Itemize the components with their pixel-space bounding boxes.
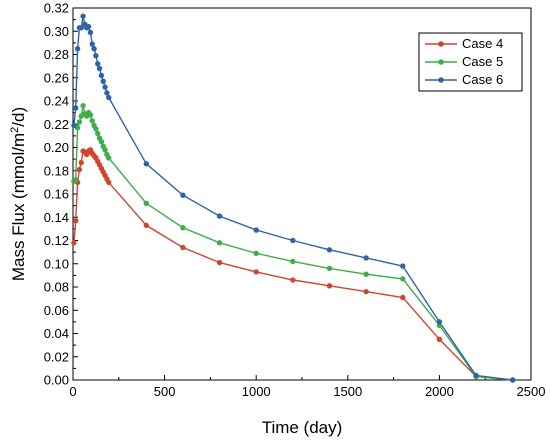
y-tick-label: 0.16 xyxy=(44,187,69,202)
data-point-case-6 xyxy=(93,52,99,59)
data-point-case-4 xyxy=(180,244,186,251)
x-tick-label: 0 xyxy=(69,384,76,399)
data-point-case-5 xyxy=(76,119,83,125)
series-points xyxy=(71,13,516,383)
legend-label-case-6: Case 6 xyxy=(462,72,503,87)
data-point-case-5 xyxy=(98,138,105,145)
data-point-case-6 xyxy=(71,122,77,129)
y-tick-label: 0.30 xyxy=(44,24,69,39)
y-tick-label: 0.22 xyxy=(44,117,69,132)
y-tick-label: 0.26 xyxy=(44,70,69,85)
data-point-case-6 xyxy=(74,45,81,52)
y-axis-title-end: /d) xyxy=(9,107,28,127)
y-tick-label: 0.24 xyxy=(44,94,69,109)
y-tick-label: 0.08 xyxy=(44,280,69,295)
data-point-case-5 xyxy=(80,102,86,109)
axis-ticks: 0 500 1000 1500 2000 2500 0.00 0.02 0.04 0.06 0.08… xyxy=(44,1,546,400)
data-point-case-5 xyxy=(95,130,101,137)
data-point-case-4 xyxy=(73,218,79,224)
data-point-case-5 xyxy=(89,118,95,124)
data-point-case-6 xyxy=(100,78,106,84)
data-point-case-6 xyxy=(89,41,95,47)
y-axis-title-sup: 2 xyxy=(9,127,21,133)
data-point-case-6 xyxy=(85,23,92,30)
data-point-case-4 xyxy=(290,277,296,283)
data-point-case-4 xyxy=(143,222,149,229)
data-point-case-6 xyxy=(436,319,443,325)
legend-label-case-4: Case 4 xyxy=(462,36,503,51)
data-point-case-4 xyxy=(326,283,333,289)
data-point-case-6 xyxy=(78,25,84,31)
data-point-case-5 xyxy=(326,265,333,272)
data-point-case-6 xyxy=(87,29,94,36)
y-tick-label: 0.12 xyxy=(44,233,69,248)
data-point-case-6 xyxy=(96,65,103,72)
data-point-case-6 xyxy=(80,13,86,19)
y-tick-label: 0.04 xyxy=(44,326,69,341)
y-tick-label: 0.32 xyxy=(44,1,69,16)
legend: Case 4 Case 5 Case 6 xyxy=(418,32,523,92)
data-point-case-4 xyxy=(71,240,77,246)
x-tick-label: 1000 xyxy=(242,384,271,399)
data-point-case-6 xyxy=(509,377,516,383)
data-point-case-6 xyxy=(143,161,149,167)
data-point-case-6 xyxy=(91,45,97,52)
data-point-case-6 xyxy=(73,105,79,111)
data-point-case-5 xyxy=(73,177,79,183)
y-axis-title-main: Mass Flux (mmol/m xyxy=(9,133,28,281)
data-point-case-5 xyxy=(363,271,369,277)
data-point-case-4 xyxy=(76,166,83,173)
y-tick-label: 0.00 xyxy=(44,373,69,388)
y-axis-title: Mass Flux (mmol/m2/d) xyxy=(9,107,28,281)
data-point-case-6 xyxy=(180,192,186,198)
x-tick-label: 2000 xyxy=(425,384,454,399)
y-tick-label: 0.28 xyxy=(44,47,69,62)
data-point-case-4 xyxy=(436,336,443,343)
data-point-case-5 xyxy=(253,250,259,256)
x-tick-label: 1500 xyxy=(333,384,362,399)
data-point-case-5 xyxy=(106,155,112,161)
legend-marker-case-6 xyxy=(438,77,444,83)
data-point-case-4 xyxy=(106,179,112,186)
data-point-case-6 xyxy=(473,372,479,379)
data-point-case-4 xyxy=(400,294,406,301)
data-point-case-5 xyxy=(102,147,108,153)
data-point-case-5 xyxy=(216,240,223,246)
data-point-case-6 xyxy=(95,61,101,67)
x-axis-title: Time (day) xyxy=(262,418,343,437)
x-tick-label: 2500 xyxy=(517,384,546,399)
x-tick-label: 500 xyxy=(154,384,176,399)
data-point-case-6 xyxy=(400,263,406,269)
data-point-case-5 xyxy=(180,225,186,231)
y-tick-label: 0.20 xyxy=(44,140,69,155)
data-point-case-6 xyxy=(290,237,296,244)
data-point-case-5 xyxy=(87,112,94,118)
legend-marker-case-4 xyxy=(438,41,444,47)
data-point-case-6 xyxy=(106,94,112,101)
data-point-case-6 xyxy=(102,84,108,90)
data-point-case-6 xyxy=(216,213,223,219)
data-point-case-4 xyxy=(363,288,369,295)
data-point-case-5 xyxy=(400,276,406,282)
data-point-case-6 xyxy=(326,247,333,253)
data-point-case-6 xyxy=(104,90,110,96)
data-point-case-5 xyxy=(290,258,296,265)
data-point-case-5 xyxy=(143,200,149,206)
data-point-case-6 xyxy=(98,72,105,79)
y-tick-label: 0.06 xyxy=(44,303,69,318)
data-point-case-4 xyxy=(78,159,84,166)
legend-marker-case-5 xyxy=(438,59,444,65)
y-tick-label: 0.14 xyxy=(44,210,69,225)
y-tick-label: 0.18 xyxy=(44,163,69,178)
y-tick-label: 0.10 xyxy=(44,256,69,271)
data-point-case-4 xyxy=(216,259,223,266)
data-point-case-5 xyxy=(93,126,99,132)
data-point-case-6 xyxy=(253,227,259,233)
y-tick-label: 0.02 xyxy=(44,349,69,364)
data-point-case-6 xyxy=(363,255,369,261)
legend-label-case-5: Case 5 xyxy=(462,54,503,69)
data-point-case-4 xyxy=(253,269,259,275)
